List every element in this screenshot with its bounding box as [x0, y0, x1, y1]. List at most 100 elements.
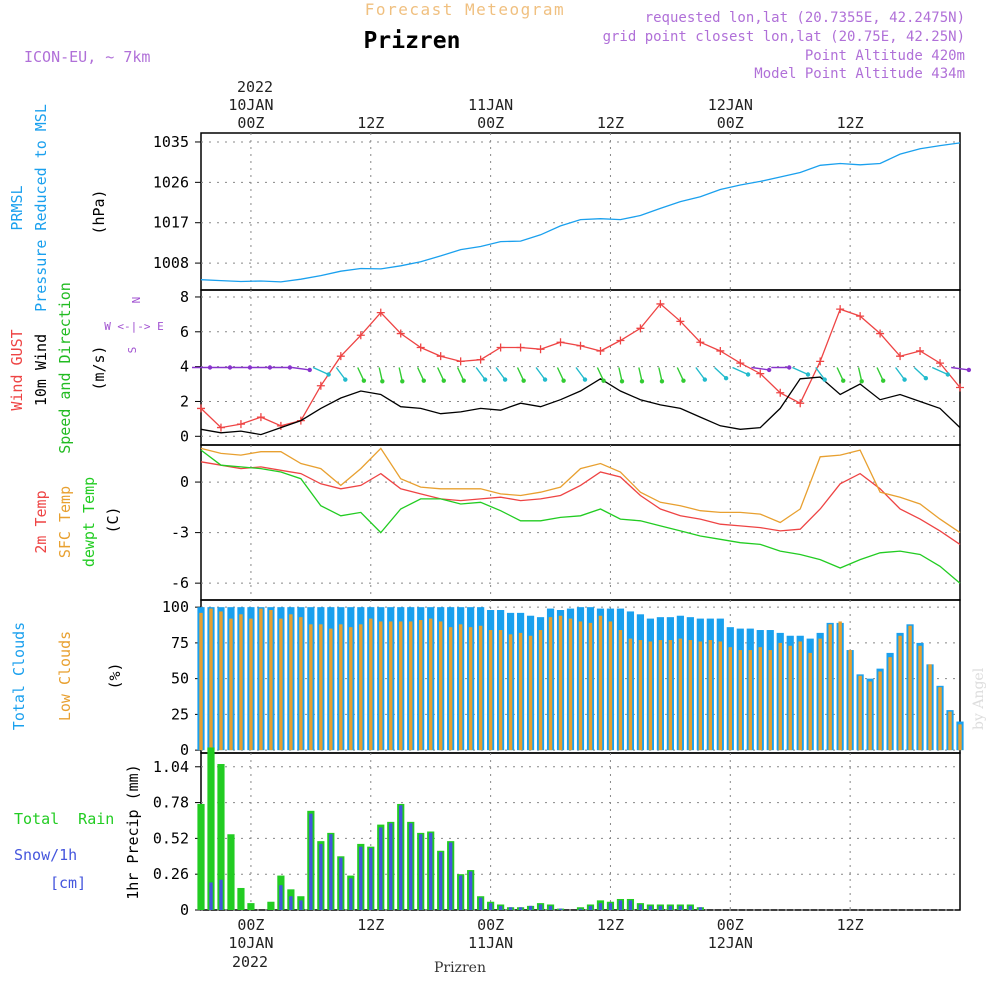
bar-low-clouds [938, 687, 942, 751]
bar-snow-1h [369, 848, 373, 910]
y-tick-label: 75 [171, 634, 189, 652]
bar-low-clouds [438, 621, 443, 751]
top-date-label: 11JAN [468, 96, 513, 114]
bar-low-clouds [419, 620, 423, 751]
bar-low-clouds [758, 647, 762, 751]
y-tick-label: 0 [180, 473, 189, 491]
wind-direction-arrow [676, 367, 685, 381]
top-year: 2022 [237, 78, 273, 96]
wind-arrow-head [601, 378, 606, 383]
wind-arrow-head [227, 365, 233, 370]
bar-low-clouds [598, 615, 603, 751]
bar-low-clouds [858, 675, 862, 751]
clouds-unit: (%) [106, 662, 124, 689]
gust-marker [376, 308, 385, 317]
gust-marker [636, 324, 645, 333]
top-hour-label: 12Z [357, 114, 384, 132]
low-clouds-label: Low Clouds [56, 631, 74, 721]
bar-low-clouds [588, 622, 593, 751]
top-date-label: 12JAN [708, 96, 753, 114]
gust-marker [856, 312, 865, 321]
model-altitude: Model Point Altitude 434m [754, 66, 965, 82]
wind-arrow-head [923, 376, 929, 381]
panel-wind: 0 2 4 6 8 [180, 288, 972, 446]
bar-total-rain [247, 903, 255, 910]
wind-arrow-head [723, 376, 729, 381]
gust-marker [876, 329, 885, 338]
wind-direction-arrow [312, 366, 329, 376]
wind-arrow-head [841, 378, 846, 383]
bar-low-clouds [878, 671, 882, 751]
bar-snow-1h [488, 903, 493, 910]
gust-marker [736, 359, 745, 368]
bar-low-clouds [738, 650, 742, 751]
series-line-dewpt-temp [200, 449, 961, 584]
wind-direction-arrow [436, 367, 445, 381]
bar-low-clouds [608, 621, 613, 751]
bottom-date-label: 10JAN [228, 934, 273, 952]
wind-direction-arrow [876, 367, 884, 381]
bar-low-clouds [698, 641, 703, 751]
bar-snow-1h [558, 908, 563, 910]
gust-marker [336, 352, 345, 361]
bar-low-clouds [219, 611, 223, 751]
bar-snow-1h [648, 905, 653, 910]
snow-legend: Snow/1h [14, 846, 77, 864]
bar-low-clouds [558, 615, 563, 751]
precip-axis-label: 1hr Precip (mm) [124, 764, 142, 899]
bar-snow-1h [438, 852, 443, 910]
bar-snow-1h [618, 900, 623, 910]
point-altitude: Point Altitude 420m [805, 48, 965, 64]
bar-low-clouds [748, 650, 752, 751]
wind-direction-arrow [475, 367, 486, 381]
temp-sfc-label: SFC Temp [56, 486, 74, 558]
pressure-label-2: Pressure Reduced to MSL [32, 104, 50, 312]
wind-direction-arrow [931, 366, 949, 376]
y-tick-label: 1026 [153, 173, 189, 191]
bar-snow-1h [379, 827, 383, 910]
bottom-date-label: 11JAN [468, 934, 513, 952]
wind-direction-arrow [857, 367, 863, 382]
gust-marker [896, 352, 905, 361]
wind-arrow-head [880, 378, 886, 383]
gust-marker [756, 369, 765, 378]
wind-direction-arrow [495, 367, 506, 381]
bar-snow-1h [658, 905, 663, 910]
wind-arrow-head [380, 379, 385, 384]
gust-marker [716, 346, 725, 355]
bar-low-clouds [798, 641, 802, 751]
gust-marker [696, 338, 705, 347]
wind-arrow-head [207, 365, 213, 370]
bar-low-clouds [868, 681, 872, 751]
y-tick-label: 50 [171, 670, 189, 688]
bar-low-clouds [728, 647, 733, 751]
top-date-label: 10JAN [228, 96, 273, 114]
wind-direction-arrow [596, 367, 605, 381]
y-tick-label: 100 [162, 598, 189, 616]
y-tick-label: 2 [180, 392, 189, 410]
bar-low-clouds [718, 641, 723, 751]
gust-marker [396, 329, 405, 338]
bar-low-clouds [498, 630, 503, 751]
gust-marker [656, 299, 665, 308]
wind-direction-arrow [792, 366, 809, 376]
bar-snow-1h [608, 903, 613, 910]
wind-direction-arrow [695, 367, 706, 381]
wind-arrow-head [287, 365, 293, 370]
wind-direction-arrow [456, 367, 465, 381]
bottom-hour-label: 12Z [837, 916, 864, 934]
gust-marker [556, 338, 565, 347]
bar-snow-1h [548, 905, 553, 910]
wind-arrow-head [639, 379, 645, 384]
y-tick-label: 1017 [153, 214, 189, 232]
bar-low-clouds [918, 645, 922, 751]
panel-frame [200, 289, 961, 446]
y-tick-label: 0 [180, 427, 189, 445]
wind-arrow-head [326, 372, 331, 377]
gust-marker [516, 343, 525, 352]
wind-direction-arrow [556, 367, 565, 381]
gust-marker [596, 346, 605, 355]
bar-low-clouds [958, 724, 962, 751]
gust-marker [676, 317, 685, 326]
